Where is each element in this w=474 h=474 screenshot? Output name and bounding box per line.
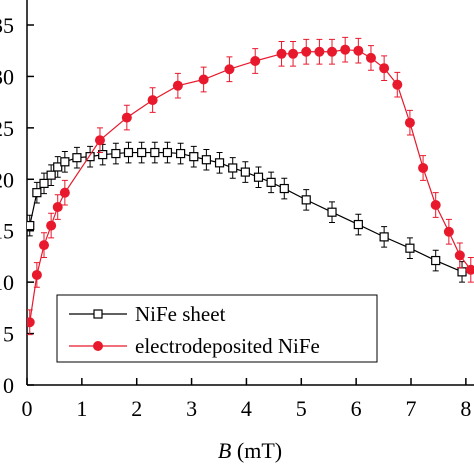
x-tick-label: 5 [296, 396, 307, 421]
series-line [29, 49, 472, 323]
point [31, 269, 42, 280]
y-tick-label: 10 [0, 270, 14, 295]
point [228, 163, 238, 173]
point [301, 46, 312, 57]
x-tick-label: 4 [241, 396, 252, 421]
y-tick-label: 35 [0, 13, 14, 38]
x-tick-label: 2 [131, 396, 142, 421]
point [59, 187, 70, 198]
x-label-unit: (mT) [237, 438, 282, 463]
y-tick-label: 30 [0, 64, 14, 89]
point [39, 178, 49, 188]
x-axis-label: B (mT) [218, 438, 282, 463]
point [53, 162, 63, 172]
point [46, 220, 57, 231]
legend-box [56, 294, 378, 363]
y-tick-label: 15 [0, 219, 14, 244]
point [418, 162, 429, 173]
point [121, 112, 132, 123]
point [457, 267, 467, 277]
point [172, 80, 183, 91]
x-tick-label: 8 [460, 396, 471, 421]
point [301, 195, 311, 205]
x-tick-label: 3 [186, 396, 197, 421]
point [224, 64, 235, 75]
y-tick-label: 0 [3, 373, 14, 398]
point [379, 63, 390, 74]
point [27, 220, 35, 231]
point [46, 170, 56, 180]
x-tick-label: 6 [351, 396, 362, 421]
legend-marker [93, 309, 103, 319]
point [314, 46, 325, 57]
point [162, 147, 173, 158]
legend-label: electrodeposited NiFe [135, 334, 320, 358]
point [392, 79, 403, 90]
point [52, 202, 63, 213]
legend-label: NiFe sheet [135, 302, 226, 326]
y-tick-label: 5 [3, 322, 14, 347]
point [214, 158, 225, 168]
point [365, 52, 376, 63]
legend-marker [93, 341, 103, 351]
point [276, 48, 287, 59]
point [39, 240, 50, 251]
x-label-symbol: B [218, 438, 231, 463]
point [430, 200, 441, 210]
point [27, 317, 35, 328]
point [137, 147, 147, 158]
y-tick-label: 20 [0, 167, 14, 192]
point [327, 46, 338, 57]
point [353, 219, 363, 230]
point [147, 95, 158, 106]
point [32, 188, 42, 198]
point [85, 152, 95, 162]
point [253, 172, 264, 182]
point [60, 157, 70, 167]
x-tick-label: 7 [406, 396, 417, 421]
point [279, 183, 289, 194]
point [443, 226, 454, 237]
point [98, 150, 108, 160]
point [111, 148, 121, 159]
point [176, 148, 186, 159]
point [288, 48, 299, 59]
point [250, 56, 261, 66]
point [150, 147, 160, 158]
point [72, 153, 82, 163]
x-tick-label: 0 [22, 396, 33, 421]
point [454, 250, 465, 261]
point [266, 177, 276, 187]
point [465, 264, 474, 275]
point [201, 155, 211, 165]
point [404, 117, 415, 128]
point [379, 232, 389, 242]
point [198, 74, 209, 85]
point [353, 45, 364, 56]
y-tick-label: 25 [0, 116, 14, 141]
point [123, 147, 134, 158]
point [340, 44, 351, 55]
x-tick-label: 1 [76, 396, 87, 421]
point [327, 207, 337, 217]
point [189, 152, 199, 162]
point [240, 167, 250, 177]
point [405, 243, 415, 253]
point [94, 135, 105, 146]
plot-area [27, 36, 474, 336]
point [431, 255, 441, 266]
